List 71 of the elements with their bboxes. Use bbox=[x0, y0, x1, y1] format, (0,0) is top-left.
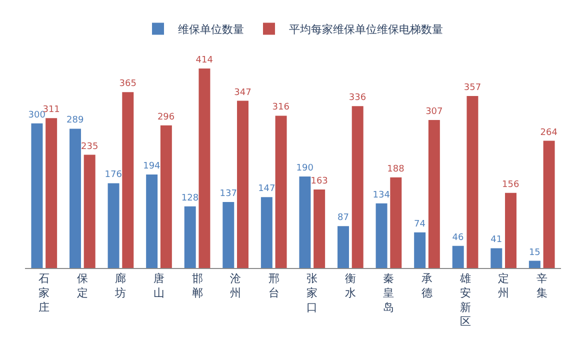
data-label: 134 bbox=[372, 190, 390, 200]
x-tick-label: 石家庄 bbox=[38, 272, 50, 314]
x-tick-label: 承德 bbox=[422, 272, 432, 300]
data-label: 41 bbox=[490, 235, 502, 246]
legend-label: 平均每家维保单位维保电梯数量 bbox=[289, 23, 443, 36]
x-tick-label: 衡水 bbox=[344, 272, 356, 300]
data-label: 147 bbox=[258, 184, 276, 194]
data-label: 264 bbox=[540, 128, 558, 138]
x-tick-label: 秦皇岛 bbox=[383, 272, 394, 314]
data-label: 414 bbox=[196, 56, 214, 66]
bar bbox=[352, 106, 364, 268]
data-label: 316 bbox=[272, 102, 290, 113]
data-label: 74 bbox=[414, 219, 426, 230]
legend-label: 维保单位数量 bbox=[178, 23, 244, 36]
data-label: 347 bbox=[234, 88, 252, 98]
x-tick-label: 邯郸 bbox=[192, 272, 203, 300]
x-tick-label: 唐山 bbox=[154, 272, 164, 300]
bar bbox=[70, 128, 81, 268]
x-tick-label: 沧州 bbox=[230, 272, 242, 300]
bar bbox=[198, 68, 210, 268]
data-label: 289 bbox=[66, 116, 84, 126]
x-tick-label: 张家口 bbox=[306, 272, 318, 314]
bar bbox=[414, 232, 426, 268]
x-tick-label: 辛集 bbox=[536, 272, 548, 300]
bar bbox=[184, 206, 196, 268]
x-tick-label: 廊坊 bbox=[114, 272, 126, 300]
bar bbox=[452, 246, 464, 268]
data-label: 235 bbox=[81, 142, 98, 152]
bar bbox=[222, 202, 234, 268]
bar bbox=[122, 92, 134, 268]
bar bbox=[146, 174, 158, 268]
bar bbox=[428, 120, 440, 268]
data-label: 336 bbox=[348, 93, 366, 104]
bar bbox=[108, 183, 120, 268]
data-label: 190 bbox=[296, 163, 314, 174]
bar bbox=[275, 116, 287, 268]
data-label: 87 bbox=[338, 213, 349, 224]
bar bbox=[314, 189, 326, 268]
data-label: 296 bbox=[157, 112, 175, 122]
data-label: 137 bbox=[220, 188, 237, 199]
bar bbox=[31, 123, 43, 268]
data-label: 194 bbox=[143, 162, 161, 172]
bar bbox=[299, 176, 311, 268]
bar bbox=[237, 100, 248, 268]
bar bbox=[260, 197, 272, 268]
data-label: 365 bbox=[119, 79, 136, 90]
bar bbox=[390, 177, 402, 268]
x-tick-label: 定州 bbox=[498, 272, 510, 300]
bar bbox=[543, 140, 555, 268]
data-label: 300 bbox=[28, 110, 46, 120]
data-label: 163 bbox=[310, 176, 328, 186]
bar bbox=[338, 226, 349, 268]
data-label: 307 bbox=[426, 107, 443, 118]
bar bbox=[505, 192, 516, 268]
data-label: 176 bbox=[104, 170, 122, 180]
data-label: 46 bbox=[452, 232, 464, 243]
x-tick-label: 雄安新区 bbox=[458, 272, 471, 328]
bar bbox=[376, 203, 388, 268]
x-tick-label: 保定 bbox=[76, 272, 88, 300]
bar bbox=[466, 96, 478, 268]
data-label: 188 bbox=[387, 164, 405, 174]
data-label: 357 bbox=[464, 82, 482, 93]
bar bbox=[528, 260, 540, 268]
x-tick-label: 邢台 bbox=[268, 272, 280, 300]
data-label: 15 bbox=[528, 248, 540, 258]
bar bbox=[490, 248, 502, 268]
bar bbox=[46, 118, 58, 268]
data-label: 128 bbox=[181, 193, 199, 204]
data-label: 156 bbox=[502, 180, 520, 190]
bar bbox=[84, 154, 96, 268]
bar bbox=[160, 125, 172, 268]
